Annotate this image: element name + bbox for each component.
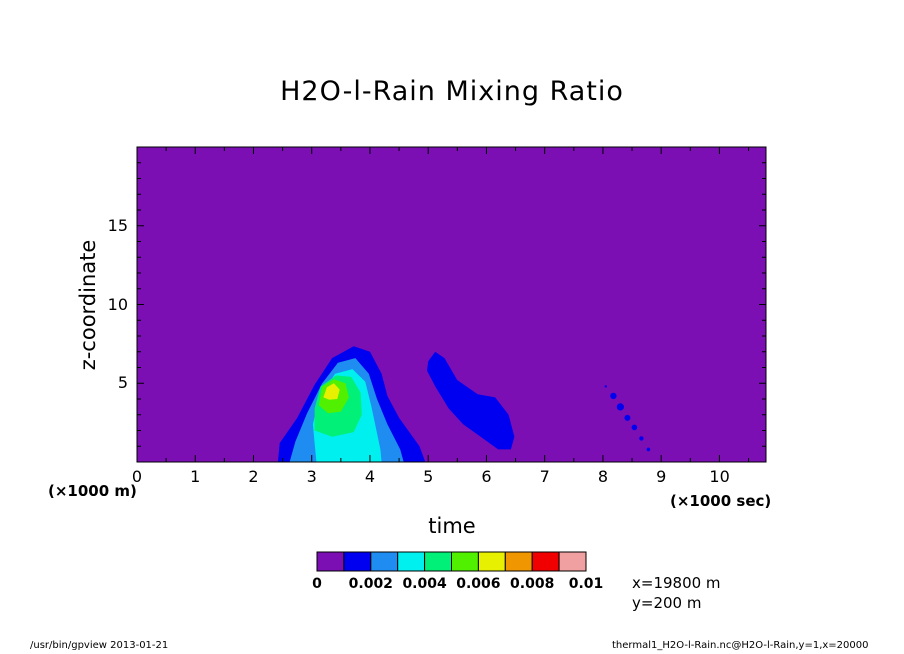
colorbar-swatch-4 — [397, 551, 426, 572]
contour-secondary-band-1 — [427, 351, 515, 450]
x-tick-label-7: 7 — [539, 467, 550, 486]
x-tick-label-8: 8 — [597, 467, 609, 486]
y-tick-label-10: 10 — [107, 294, 128, 314]
contour-trail-dot-2 — [610, 392, 617, 400]
y-tick-label-15: 15 — [107, 215, 128, 235]
colorbar-swatch-8 — [504, 551, 533, 572]
contour-trail-dot-3 — [616, 403, 625, 411]
colorbar-swatch-7 — [477, 551, 506, 572]
colorbar-swatch-5 — [424, 551, 453, 572]
x-tick-label-2: 2 — [248, 467, 259, 486]
colorbar-swatch-2 — [343, 551, 372, 572]
colorbar-swatch-10 — [558, 551, 587, 572]
contour-trail-dot-6 — [639, 436, 644, 441]
footer-left: /usr/bin/gpview 2013-01-21 — [30, 640, 169, 651]
contour-main-band-6 — [323, 383, 340, 400]
y-axis-title: z-coordinate — [76, 239, 100, 371]
y-unit-label: (×1000 m) — [48, 482, 137, 500]
colorbar-swatch-1 — [316, 551, 345, 572]
colorbar-label-0.008: 0.008 — [510, 576, 555, 592]
colorbar-swatch-3 — [370, 551, 399, 572]
colorbar-label-0.006: 0.006 — [456, 576, 501, 592]
colorbar-label-0.002: 0.002 — [348, 576, 393, 592]
x-tick-label-4: 4 — [364, 467, 376, 486]
footer-right: thermal1_H2O-l-Rain.nc@H2O-l-Rain,y=1,x=… — [612, 640, 869, 651]
x-tick-label-3: 3 — [306, 467, 317, 486]
x-tick-label-1: 1 — [190, 467, 201, 486]
x-axis-title: time — [428, 514, 476, 538]
contour-trail-dot-4 — [624, 414, 631, 421]
x-tick-label-5: 5 — [423, 467, 434, 486]
contour-trail-dot-5 — [631, 424, 638, 431]
chart-title: H2O-l-Rain Mixing Ratio — [280, 76, 624, 107]
colorbar-swatch-6 — [451, 551, 479, 572]
x-tick-label-10: 10 — [709, 467, 730, 486]
contour-trail-dot-1 — [604, 385, 607, 388]
x-tick-label-6: 6 — [481, 467, 492, 486]
y-position-info: y=200 m — [632, 594, 702, 612]
colorbar-label-0: 0 — [312, 576, 322, 592]
x-tick-label-9: 9 — [656, 467, 667, 486]
field-background — [137, 147, 766, 462]
contour-trail-dot-7 — [646, 447, 651, 452]
x-unit-label: (×1000 sec) — [670, 492, 772, 510]
x-tick-label-0: 0 — [131, 467, 143, 486]
colorbar-swatch-9 — [531, 551, 560, 572]
y-tick-label-5: 5 — [117, 373, 128, 393]
colorbar-label-0.004: 0.004 — [402, 576, 447, 592]
x-position-info: x=19800 m — [632, 574, 721, 592]
colorbar-label-0.01: 0.01 — [568, 576, 604, 592]
